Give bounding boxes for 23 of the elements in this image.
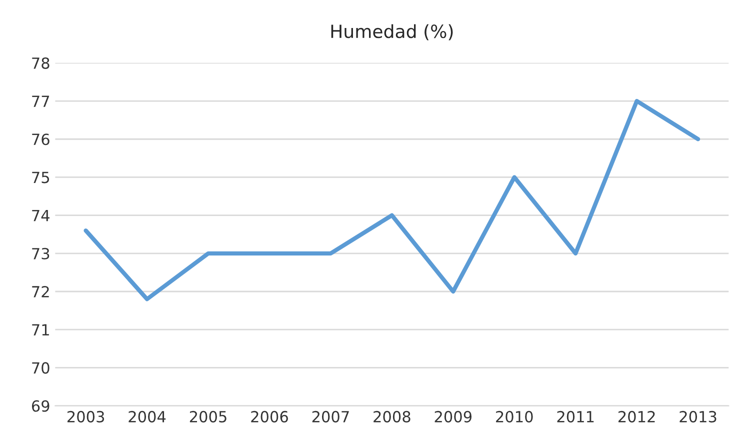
y-tick-label: 77 <box>32 96 50 107</box>
y-tick-label: 78 <box>32 57 50 69</box>
x-tick-label: 2008 <box>374 410 410 422</box>
y-tick-label: 73 <box>32 248 50 260</box>
chart-title: Humedad (%) <box>331 24 453 40</box>
x-tick-label: 2009 <box>434 410 472 422</box>
x-tick-label: 2007 <box>312 410 349 422</box>
y-tick-label: 69 <box>32 400 50 412</box>
y-tick-label: 70 <box>32 362 50 374</box>
y-tick-label: 76 <box>32 134 50 146</box>
x-tick-label: 2005 <box>190 410 226 422</box>
x-tick-label: 2004 <box>128 410 166 422</box>
y-tick-label: 74 <box>32 210 50 222</box>
x-tick-label: 2011 <box>557 410 594 422</box>
x-tick-label: 2013 <box>680 410 716 422</box>
line-series <box>84 98 700 302</box>
x-tick-label: 2012 <box>618 410 655 422</box>
x-tick-label: 2010 <box>496 410 533 422</box>
y-tick-label: 72 <box>32 286 49 298</box>
x-tick-label: 2003 <box>67 410 104 422</box>
x-tick-label: 2006 <box>251 410 288 422</box>
y-tick-label: 71 <box>32 324 49 336</box>
y-tick-label: 75 <box>32 172 50 184</box>
